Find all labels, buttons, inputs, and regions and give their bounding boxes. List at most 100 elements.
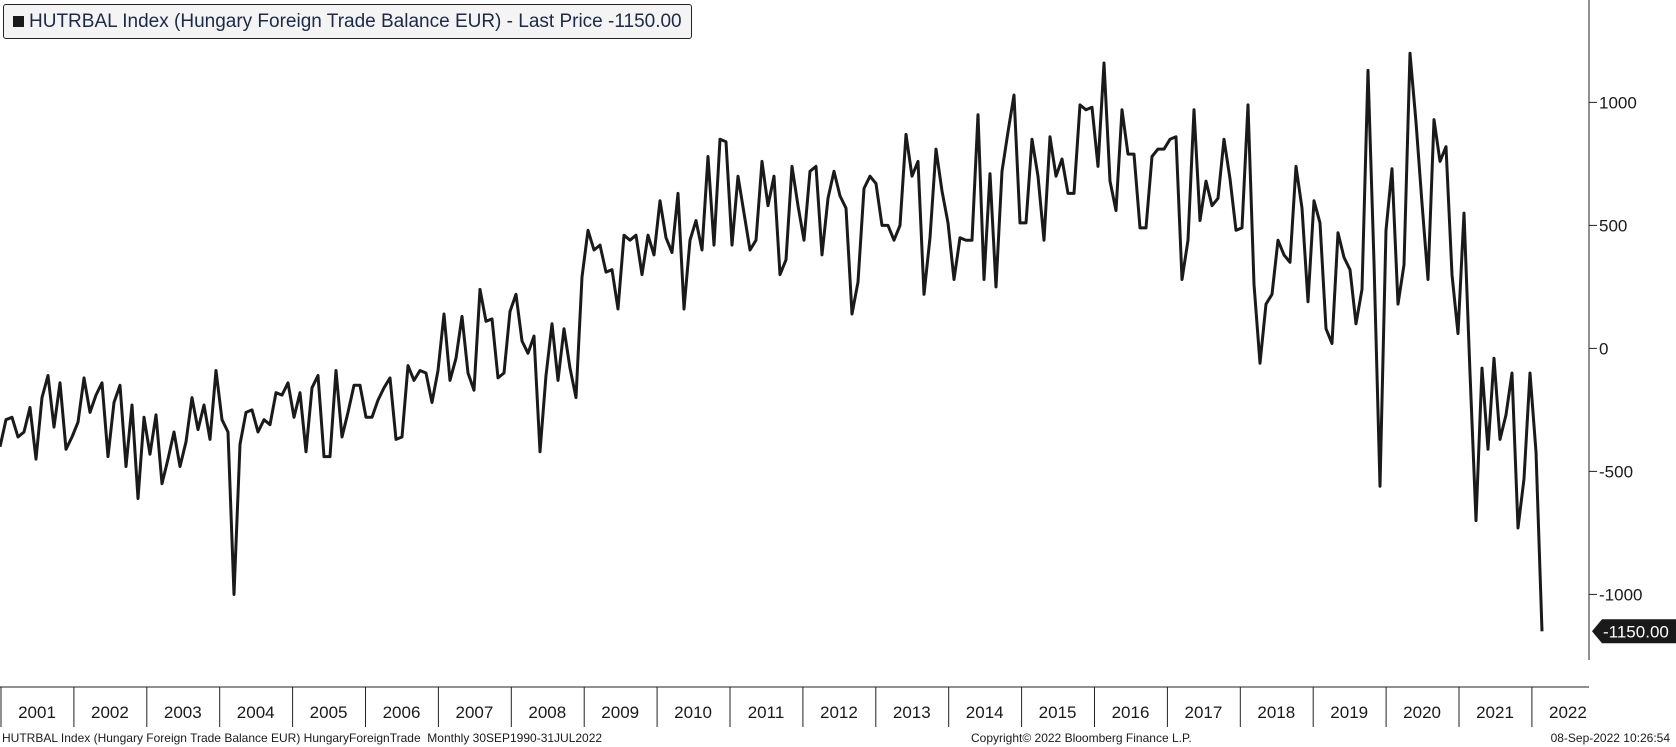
data-point bbox=[1284, 254, 1285, 255]
data-point bbox=[930, 237, 931, 238]
data-point bbox=[432, 402, 433, 403]
data-point bbox=[960, 237, 961, 238]
data-point bbox=[288, 382, 289, 383]
data-point bbox=[438, 370, 439, 371]
data-point bbox=[318, 375, 319, 376]
data-point bbox=[504, 373, 505, 374]
data-point bbox=[468, 373, 469, 374]
data-point bbox=[1248, 104, 1249, 105]
data-point bbox=[426, 373, 427, 374]
data-point bbox=[822, 254, 823, 255]
data-point bbox=[1302, 208, 1303, 209]
data-point bbox=[546, 375, 547, 376]
data-point bbox=[1350, 269, 1351, 270]
x-tick-label: 2002 bbox=[91, 703, 129, 722]
y-axis: 1000 500 0 -500 -1000 -1150.00 bbox=[1588, 0, 1676, 660]
data-point bbox=[1104, 63, 1105, 64]
data-point bbox=[270, 424, 271, 425]
data-point bbox=[774, 176, 775, 177]
data-point bbox=[168, 459, 169, 460]
data-point bbox=[984, 279, 985, 280]
data-point bbox=[636, 235, 637, 236]
data-point bbox=[1050, 136, 1051, 137]
data-point bbox=[1380, 486, 1381, 487]
data-point bbox=[1338, 232, 1339, 233]
data-point bbox=[936, 149, 937, 150]
data-point bbox=[810, 171, 811, 172]
x-tick-label: 2004 bbox=[237, 703, 275, 722]
x-tick-label: 2021 bbox=[1476, 703, 1514, 722]
data-point bbox=[672, 252, 673, 253]
data-point bbox=[198, 429, 199, 430]
data-point bbox=[60, 382, 61, 383]
data-point bbox=[540, 451, 541, 452]
data-point bbox=[804, 240, 805, 241]
data-point bbox=[210, 439, 211, 440]
data-point bbox=[1086, 109, 1087, 110]
data-point bbox=[114, 402, 115, 403]
data-point bbox=[1356, 323, 1357, 324]
data-point bbox=[1500, 439, 1501, 440]
data-point bbox=[480, 289, 481, 290]
data-point bbox=[330, 456, 331, 457]
data-point bbox=[1434, 119, 1435, 120]
data-point bbox=[1278, 240, 1279, 241]
data-point bbox=[1398, 304, 1399, 305]
data-point bbox=[1368, 70, 1369, 71]
data-point bbox=[228, 432, 229, 433]
data-point bbox=[66, 449, 67, 450]
data-point bbox=[1056, 176, 1057, 177]
data-point bbox=[1392, 168, 1393, 169]
data-point bbox=[1260, 363, 1261, 364]
data-point bbox=[1116, 210, 1117, 211]
data-point bbox=[1158, 149, 1159, 150]
data-point bbox=[990, 173, 991, 174]
data-point bbox=[180, 466, 181, 467]
data-point bbox=[738, 176, 739, 177]
legend: HUTRBAL Index (Hungary Foreign Trade Bal… bbox=[3, 4, 692, 39]
data-point bbox=[972, 240, 973, 241]
series-line bbox=[0, 51, 1544, 632]
data-point bbox=[138, 498, 139, 499]
data-point bbox=[1194, 109, 1195, 110]
data-point bbox=[414, 380, 415, 381]
data-point bbox=[630, 240, 631, 241]
data-point bbox=[1332, 343, 1333, 344]
data-point bbox=[102, 382, 103, 383]
data-point bbox=[618, 309, 619, 310]
data-point bbox=[390, 377, 391, 378]
data-point bbox=[1308, 301, 1309, 302]
data-point bbox=[588, 230, 589, 231]
data-point bbox=[462, 316, 463, 317]
data-point bbox=[1008, 131, 1009, 132]
data-point bbox=[1146, 227, 1147, 228]
data-point bbox=[666, 237, 667, 238]
data-point bbox=[744, 213, 745, 214]
data-point bbox=[606, 272, 607, 273]
x-tick-label: 2005 bbox=[310, 703, 348, 722]
x-tick-label: 2009 bbox=[601, 703, 639, 722]
data-point bbox=[120, 385, 121, 386]
data-point bbox=[324, 456, 325, 457]
data-point bbox=[1152, 156, 1153, 157]
x-tick-label: 2012 bbox=[820, 703, 858, 722]
data-point bbox=[1254, 284, 1255, 285]
data-point bbox=[966, 240, 967, 241]
data-point bbox=[1272, 294, 1273, 295]
y-tick-label: -1000 bbox=[1599, 585, 1642, 604]
x-tick-label: 2015 bbox=[1039, 703, 1077, 722]
data-point bbox=[1230, 178, 1231, 179]
data-point bbox=[750, 250, 751, 251]
data-point bbox=[18, 436, 19, 437]
data-point bbox=[216, 370, 217, 371]
data-point bbox=[864, 188, 865, 189]
data-point bbox=[888, 225, 889, 226]
data-point bbox=[876, 183, 877, 184]
data-point bbox=[870, 176, 871, 177]
y-tick-label: -500 bbox=[1599, 462, 1633, 481]
data-point bbox=[600, 245, 601, 246]
data-point bbox=[1038, 176, 1039, 177]
x-tick-label: 2006 bbox=[383, 703, 421, 722]
data-point bbox=[1080, 104, 1081, 105]
data-point bbox=[1482, 368, 1483, 369]
